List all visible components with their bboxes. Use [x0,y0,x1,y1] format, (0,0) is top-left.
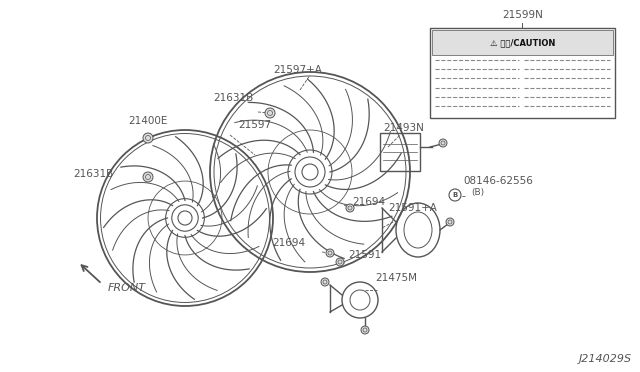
Text: J214029S: J214029S [579,354,632,364]
Circle shape [439,139,447,147]
Circle shape [265,108,275,118]
Text: (B): (B) [471,188,484,197]
Bar [432,30,613,55]
Text: 21631B: 21631B [73,169,113,179]
Text: ⚠ 注意/CAUTION: ⚠ 注意/CAUTION [490,38,555,47]
Text: B: B [452,192,458,198]
Text: 21597: 21597 [238,120,271,130]
Circle shape [326,249,334,257]
Text: 21599N: 21599N [502,10,543,20]
Text: 21400E: 21400E [128,116,168,126]
Text: 21475M: 21475M [375,273,417,283]
Text: 08146-62556: 08146-62556 [463,176,533,186]
Text: 21493N: 21493N [383,123,424,133]
Text: FRONT: FRONT [108,283,146,293]
Circle shape [446,218,454,226]
Text: 21591: 21591 [348,250,381,260]
Circle shape [143,172,153,182]
Text: 21694: 21694 [272,238,305,248]
Bar [430,28,615,118]
Circle shape [361,326,369,334]
Circle shape [336,258,344,266]
Circle shape [321,278,329,286]
Text: 21591+A: 21591+A [388,203,437,213]
Text: 21694: 21694 [352,197,385,207]
Circle shape [143,133,153,143]
Bar [380,133,420,171]
Text: 21597+A: 21597+A [273,65,323,75]
Text: 21631B: 21631B [212,93,253,103]
Circle shape [346,204,354,212]
